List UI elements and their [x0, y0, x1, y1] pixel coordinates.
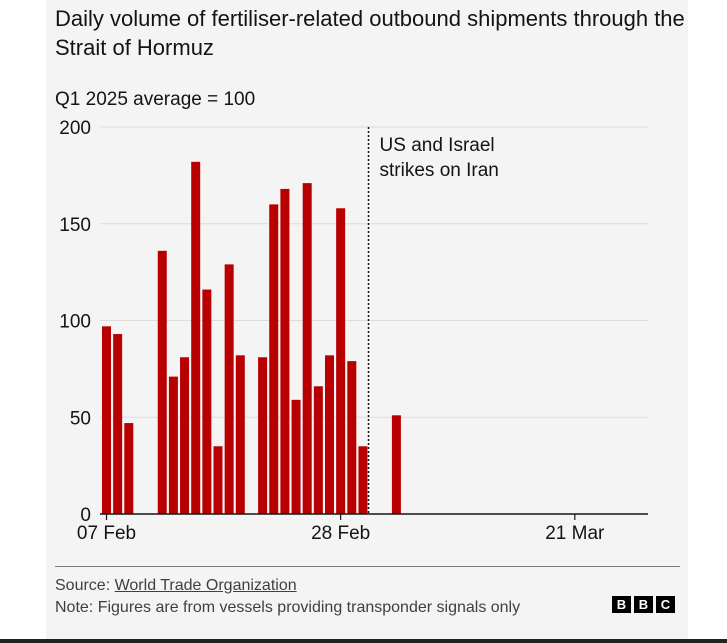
- logo-letter-b2: B: [634, 596, 653, 613]
- bar-day-26: [391, 415, 401, 514]
- source-line: Source: World Trade Organization: [55, 575, 297, 596]
- bar-day-20: [325, 355, 334, 514]
- bar-day-0: [102, 326, 111, 514]
- note-text: Note: Figures are from vessels providing…: [55, 599, 521, 616]
- bar-day-1: [113, 334, 123, 514]
- bar-chart: 0 50 100 150 200 07 Feb 28 Feb 21 Mar US and Isr…: [59, 118, 648, 544]
- x-tick-label-21: 28 Feb: [311, 523, 370, 544]
- source-prefix: Source:: [55, 577, 115, 594]
- bar-day-18: [302, 183, 312, 515]
- logo-letter-b1: B: [612, 596, 631, 613]
- bar-day-8: [191, 161, 201, 514]
- y-tick-label-150: 150: [59, 215, 91, 236]
- chart-title: Daily volume of fertiliser-related outbo…: [55, 6, 685, 60]
- y-tick-label-50: 50: [70, 408, 91, 429]
- logo-letter-c: C: [656, 596, 675, 613]
- source-link[interactable]: World Trade Organization: [114, 577, 297, 594]
- bar-day-21: [336, 208, 346, 514]
- annotation-text-line-2: strikes on Iran: [380, 160, 499, 181]
- bar-day-14: [258, 357, 268, 514]
- bar-day-23: [358, 446, 368, 514]
- bar-day-19: [313, 386, 323, 514]
- annotation-text-line-1: US and Israel: [380, 135, 495, 156]
- bar-day-6: [168, 376, 178, 514]
- y-tick-label-200: 200: [59, 118, 91, 139]
- bar-day-7: [180, 357, 190, 514]
- bbc-logo: B B C: [612, 596, 675, 613]
- footer-divider: [55, 566, 680, 567]
- x-tick-label-0: 07 Feb: [77, 523, 136, 544]
- bar-day-17: [291, 399, 301, 514]
- y-tick-label-0: 0: [80, 505, 91, 526]
- bar-day-2: [124, 423, 134, 514]
- bar-day-5: [157, 250, 167, 514]
- chart-panel: [46, 0, 688, 643]
- x-tick-label-42: 21 Mar: [545, 523, 605, 544]
- bar-day-9: [202, 289, 212, 514]
- bar-day-10: [213, 446, 223, 514]
- bottom-bar: [0, 639, 727, 643]
- chart-subtitle: Q1 2025 average = 100: [55, 89, 256, 110]
- bar-day-22: [347, 361, 357, 514]
- bar-day-15: [269, 204, 279, 514]
- y-tick-label-100: 100: [59, 312, 91, 333]
- bar-day-11: [224, 264, 234, 514]
- bar-day-16: [280, 188, 290, 515]
- bar-day-12: [235, 355, 245, 514]
